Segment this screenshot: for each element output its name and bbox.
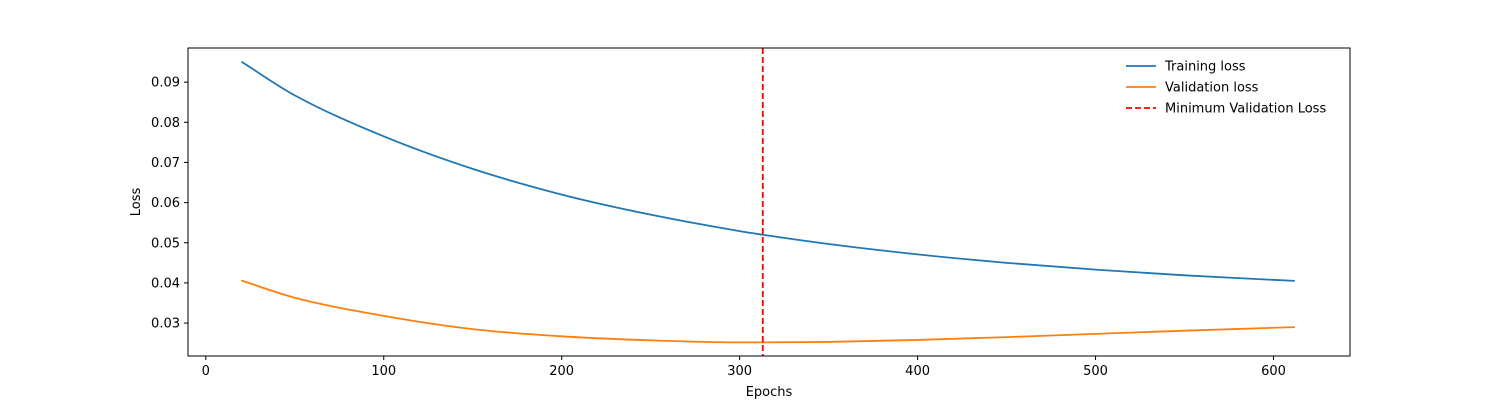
legend-label: Minimum Validation Loss bbox=[1165, 102, 1326, 117]
x-tick-label: 200 bbox=[549, 364, 574, 379]
y-tick-label: 0.09 bbox=[151, 76, 180, 91]
series-line-training-loss bbox=[240, 60, 1295, 282]
y-tick-label: 0.03 bbox=[151, 317, 180, 332]
legend: Training loss Validation loss Minimum Vali… bbox=[1126, 60, 1326, 117]
y-tick-label: 0.05 bbox=[151, 236, 180, 251]
legend-label: Validation loss bbox=[1165, 81, 1259, 96]
x-tick-label: 400 bbox=[905, 364, 930, 379]
x-axis-ticks: 0 100 200 300 400 500 600 bbox=[202, 356, 1286, 379]
y-tick-label: 0.06 bbox=[151, 196, 180, 211]
y-tick-label: 0.04 bbox=[151, 276, 180, 291]
x-tick-label: 600 bbox=[1261, 364, 1286, 379]
plot-frame bbox=[187, 47, 1351, 357]
series-layer bbox=[240, 60, 1295, 344]
y-axis-ticks: 0.03 0.04 0.05 0.06 0.07 0.08 0.09 bbox=[151, 76, 188, 332]
y-tick-label: 0.08 bbox=[151, 116, 180, 131]
x-tick-label: 0 bbox=[202, 364, 210, 379]
y-axis-label: Loss bbox=[129, 188, 144, 217]
x-axis-label: Epochs bbox=[746, 385, 793, 400]
x-tick-label: 300 bbox=[727, 364, 752, 379]
series-line-validation-loss bbox=[241, 279, 1295, 344]
legend-label: Training loss bbox=[1164, 60, 1246, 75]
y-tick-label: 0.07 bbox=[151, 156, 180, 171]
x-tick-label: 100 bbox=[371, 364, 396, 379]
x-tick-label: 500 bbox=[1083, 364, 1108, 379]
plot-area bbox=[188, 48, 1350, 356]
